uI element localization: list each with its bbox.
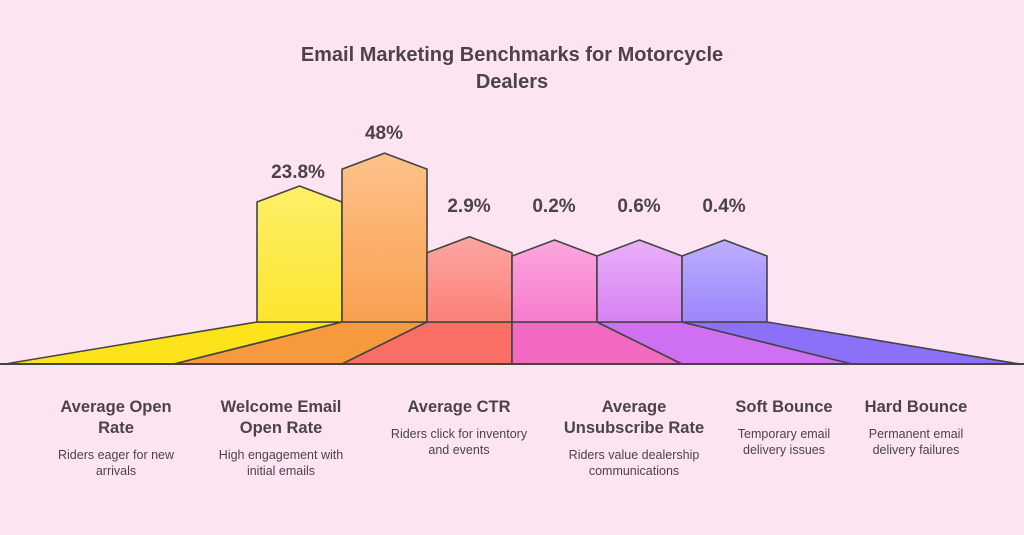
category-label: Hard Bounce Permanent email delivery fail… — [856, 397, 976, 458]
category-description: Temporary email delivery issues — [737, 427, 831, 457]
category-title: Welcome Email Open Rate — [220, 398, 342, 437]
value-label: 23.8% — [271, 162, 325, 183]
category-title: Soft Bounce — [735, 398, 833, 416]
category-label: Soft Bounce Temporary email delivery issu… — [729, 397, 839, 458]
value-label: 48% — [365, 123, 403, 144]
category-title: Average Unsubscribe Rate — [563, 398, 705, 437]
value-label: 0.2% — [532, 196, 575, 217]
category-title: Hard Bounce — [864, 398, 968, 416]
category-title: Average CTR — [407, 398, 511, 416]
category-title: Average Open Rate — [60, 398, 172, 437]
chart-title: Email Marketing Benchmarks for Motorcycl… — [300, 44, 724, 93]
bar — [256, 185, 343, 323]
bar — [596, 239, 683, 323]
category-label: Average Open Rate Riders eager for new ar… — [51, 397, 181, 479]
value-label: 0.6% — [617, 196, 660, 217]
value-label: 2.9% — [447, 196, 490, 217]
category-description: Riders eager for new arrivals — [57, 448, 175, 478]
value-label: 0.4% — [702, 196, 745, 217]
category-description: Riders click for inventory and events — [390, 427, 528, 457]
category-description: High engagement with initial emails — [218, 448, 344, 478]
category-label: Welcome Email Open Rate High engagement w… — [211, 397, 351, 479]
category-description: Permanent email delivery failures — [868, 427, 964, 457]
category-label: Average CTR Riders click for inventory an… — [379, 397, 539, 458]
category-label: Average Unsubscribe Rate Riders value dea… — [559, 397, 709, 479]
bar — [341, 152, 428, 323]
bar — [681, 239, 768, 323]
bar — [426, 235, 513, 323]
bar — [511, 239, 598, 323]
category-description: Riders value dealership communications — [568, 448, 700, 478]
